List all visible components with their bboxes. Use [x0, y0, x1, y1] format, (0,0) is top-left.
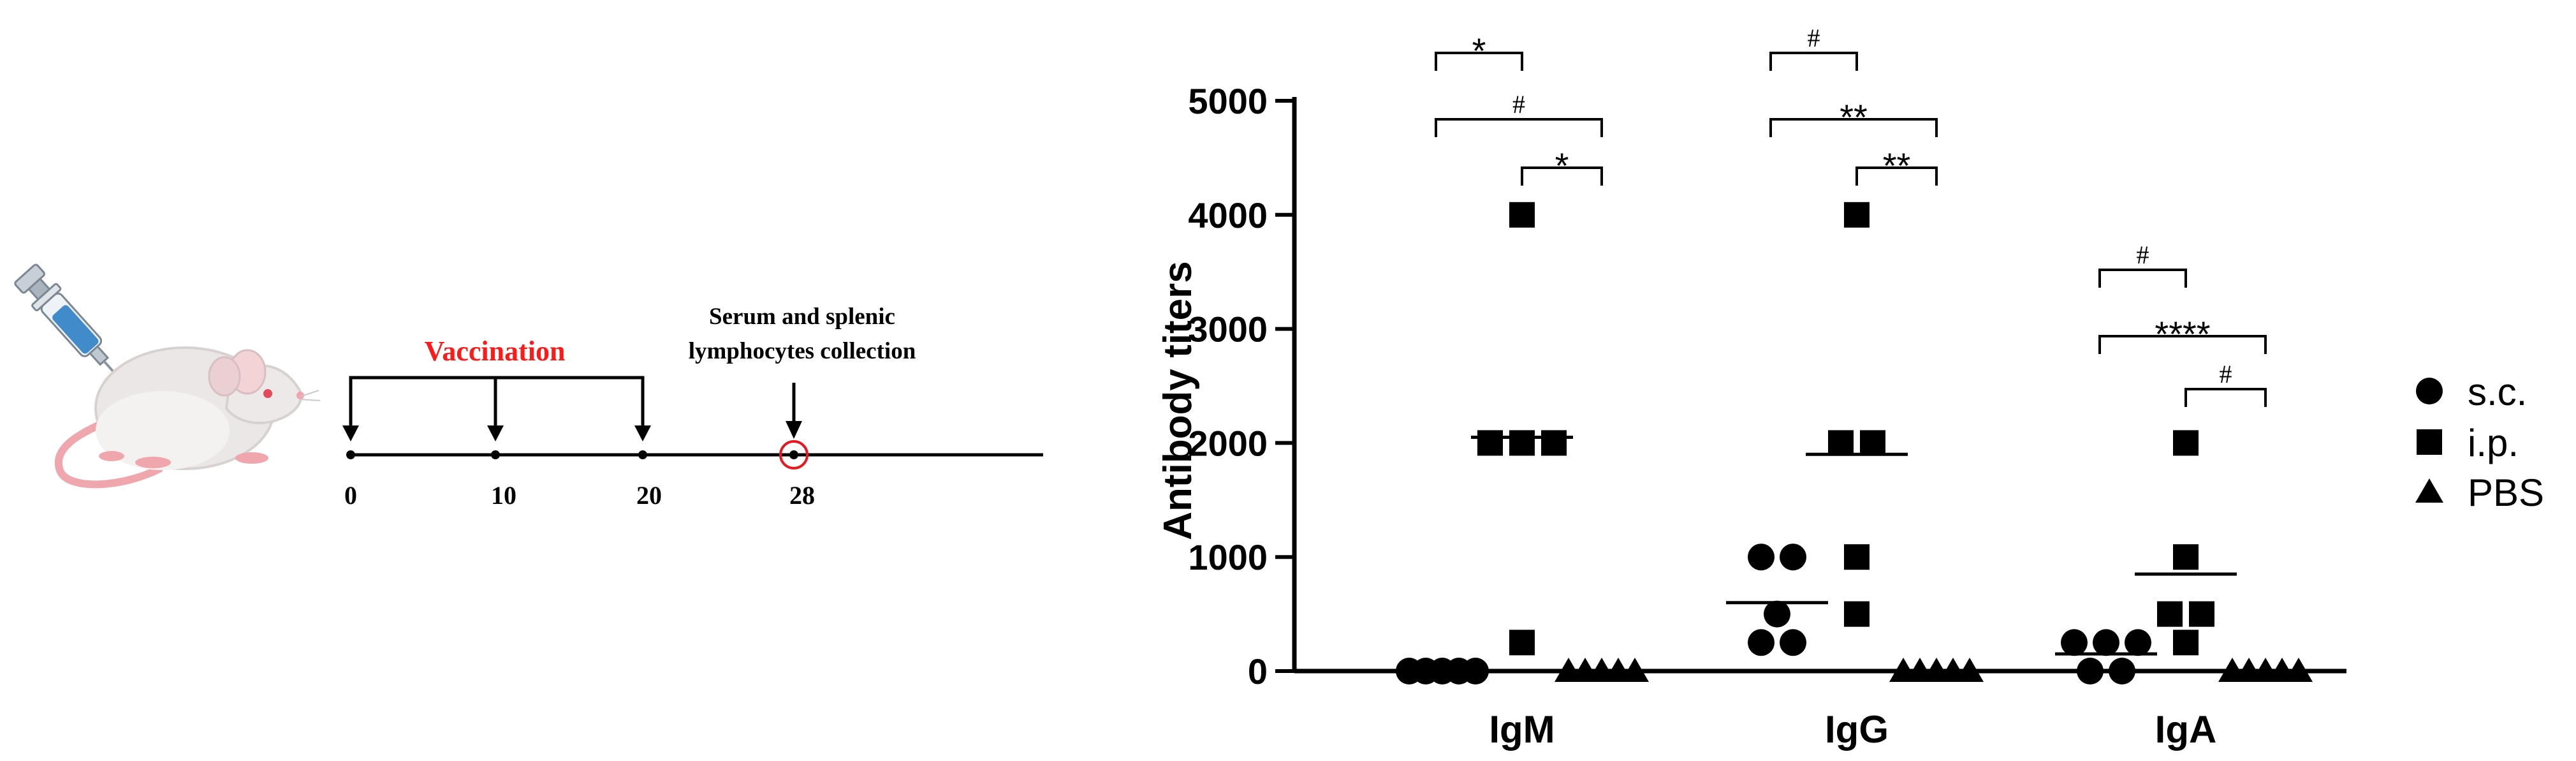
collection-label-line1: Serum and splenic — [709, 304, 895, 330]
square-data-point — [2173, 630, 2199, 656]
significance-label: * — [1472, 31, 1486, 71]
significance-bracket: * — [1521, 145, 1603, 186]
vaccination-arrowheads — [342, 425, 651, 441]
circle-data-point — [2077, 658, 2104, 684]
x-category-label: IgM — [1489, 708, 1555, 751]
x-category-label: IgA — [2155, 708, 2217, 751]
significance-label: * — [1555, 145, 1569, 186]
circle-data-point — [1764, 600, 1790, 628]
mouse-with-syringe-icon — [14, 263, 321, 489]
timeline-tick-label: 20 — [636, 481, 662, 510]
square-data-point — [1509, 430, 1535, 456]
legend-label: i.p. — [2468, 422, 2519, 464]
significance-label: # — [1808, 24, 1820, 52]
x-category-label: IgG — [1825, 708, 1889, 751]
square-data-point — [1541, 430, 1567, 456]
square-data-point — [1844, 202, 1870, 228]
circle-data-point — [1462, 658, 1489, 684]
y-tick-label: 3000 — [1188, 309, 1268, 350]
legend-triangle-icon — [2415, 478, 2443, 503]
circle-data-point — [2125, 629, 2151, 656]
significance-label: ** — [1883, 145, 1911, 186]
significance-bracket: ** — [1855, 145, 1938, 186]
significance-label: # — [1512, 90, 1525, 119]
significance-bracket: ** — [1769, 97, 1938, 137]
square-data-point — [1828, 430, 1854, 456]
triangle-data-point — [1956, 658, 1984, 682]
square-data-point — [1477, 430, 1503, 456]
timepoint-dot — [491, 450, 500, 459]
y-tick-label: 1000 — [1188, 537, 1268, 577]
legend-label: s.c. — [2468, 371, 2527, 413]
square-data-point — [2173, 544, 2199, 570]
collection-marker-circle — [779, 440, 809, 469]
square-data-point — [2157, 601, 2183, 627]
significance-bracket: **** — [2098, 314, 2267, 354]
vaccination-label: Vaccination — [425, 336, 566, 367]
square-data-point — [1509, 630, 1535, 656]
collection-label-line2: lymphocytes collection — [689, 338, 916, 364]
timeline-tick-label: 28 — [789, 481, 815, 510]
y-tick-label: 0 — [1248, 651, 1268, 691]
square-data-point — [1844, 544, 1870, 570]
timepoint-dot — [638, 450, 647, 459]
timeline-tick-label: 10 — [491, 481, 516, 510]
vaccination-bracket — [349, 376, 645, 431]
collection-arrowhead — [786, 421, 802, 439]
circle-data-point — [2109, 658, 2135, 684]
circle-data-point — [1748, 543, 1775, 571]
timepoint-dot — [346, 450, 355, 459]
circle-data-point — [1780, 629, 1806, 656]
legend-label: PBS — [2468, 471, 2544, 514]
y-tick-label: 2000 — [1188, 423, 1268, 463]
significance-label: ** — [1840, 97, 1868, 137]
timeline-tick-label: 0 — [344, 481, 357, 510]
square-data-point — [2173, 430, 2199, 456]
circle-data-point — [2093, 629, 2119, 656]
legend-item: s.c. — [2416, 371, 2527, 413]
significance-bracket: # — [2098, 240, 2187, 288]
y-tick-label: 5000 — [1188, 81, 1268, 121]
significance-bracket: * — [1435, 31, 1523, 71]
timepoint-dot — [789, 450, 798, 459]
significance-label: **** — [2155, 314, 2210, 354]
legend-item: PBS — [2415, 471, 2544, 514]
significance-label: # — [2137, 240, 2149, 269]
vaccination-timeline: Vaccination Serum and splenic lymphocyte… — [342, 304, 1043, 510]
y-tick-label: 4000 — [1188, 195, 1268, 235]
triangle-data-point — [2285, 658, 2313, 682]
significance-bracket: # — [1435, 90, 1603, 137]
legend-circle-icon — [2416, 378, 2443, 404]
square-data-point — [1860, 430, 1885, 456]
significance-label: # — [2220, 360, 2232, 388]
circle-data-point — [1748, 629, 1775, 656]
circle-data-point — [2061, 629, 2088, 656]
y-axis-label: Antibody titers — [1156, 261, 1200, 540]
legend-item: i.p. — [2417, 422, 2519, 464]
significance-bracket: # — [2184, 360, 2267, 407]
square-data-point — [2189, 601, 2214, 627]
square-data-point — [1509, 202, 1535, 228]
circle-data-point — [1780, 543, 1806, 571]
antibody-titer-chart: Antibody titers 0 1000 2000 3000 4000 5000 IgM… — [1156, 24, 2544, 751]
square-data-point — [1844, 601, 1870, 627]
legend-square-icon — [2417, 429, 2442, 455]
significance-bracket: # — [1769, 24, 1858, 71]
triangle-data-point — [1621, 658, 1649, 682]
